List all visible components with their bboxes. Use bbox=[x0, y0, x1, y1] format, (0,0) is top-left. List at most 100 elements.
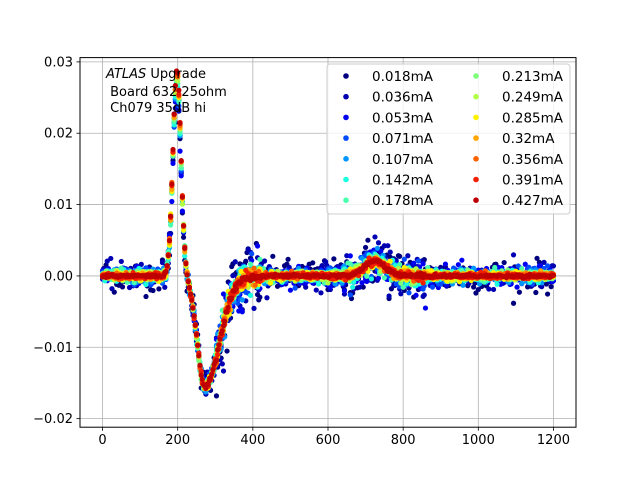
data-point bbox=[239, 297, 245, 303]
data-point bbox=[170, 160, 176, 166]
data-point bbox=[213, 393, 220, 399]
data-point bbox=[175, 78, 181, 84]
data-point bbox=[486, 286, 492, 292]
data-point bbox=[168, 222, 174, 228]
data-point bbox=[401, 256, 407, 262]
data-point bbox=[232, 259, 238, 265]
data-point bbox=[397, 253, 403, 259]
data-point bbox=[176, 103, 182, 109]
data-point bbox=[413, 292, 419, 298]
data-point bbox=[169, 186, 175, 193]
data-point bbox=[539, 284, 545, 290]
data-point bbox=[118, 258, 124, 265]
data-point bbox=[438, 281, 444, 287]
data-point bbox=[381, 275, 387, 281]
data-point bbox=[347, 253, 353, 259]
data-point bbox=[514, 284, 520, 290]
data-point bbox=[442, 261, 449, 267]
data-point bbox=[366, 255, 372, 261]
data-point bbox=[285, 256, 291, 262]
data-point bbox=[239, 309, 245, 315]
data-point bbox=[143, 281, 149, 288]
data-point bbox=[406, 290, 412, 296]
data-point bbox=[481, 279, 487, 285]
data-point bbox=[400, 284, 406, 290]
data-point bbox=[162, 284, 168, 290]
data-point bbox=[456, 279, 463, 285]
data-point bbox=[350, 284, 356, 290]
data-point bbox=[365, 237, 371, 243]
data-point bbox=[534, 255, 540, 261]
data-point bbox=[510, 252, 517, 258]
data-point bbox=[533, 289, 539, 296]
data-point bbox=[364, 273, 370, 279]
data-point bbox=[215, 351, 221, 358]
data-point bbox=[247, 261, 254, 267]
data-point bbox=[252, 282, 258, 288]
data-point bbox=[372, 234, 378, 240]
data-point bbox=[108, 255, 114, 262]
data-point bbox=[249, 251, 255, 257]
data-point bbox=[368, 276, 375, 282]
data-point bbox=[219, 361, 225, 367]
data-point bbox=[490, 286, 497, 293]
data-point bbox=[415, 258, 422, 264]
data-point bbox=[176, 108, 182, 114]
data-point bbox=[420, 280, 426, 286]
data-point bbox=[455, 262, 461, 268]
data-point bbox=[541, 259, 547, 265]
data-point bbox=[420, 261, 426, 267]
data-point bbox=[364, 278, 370, 284]
data-point bbox=[310, 260, 316, 266]
data-point bbox=[292, 285, 298, 291]
data-point bbox=[247, 292, 254, 299]
data-point bbox=[411, 260, 417, 266]
data-point bbox=[331, 256, 337, 262]
data-point bbox=[143, 265, 149, 271]
data-point bbox=[385, 243, 391, 249]
data-point bbox=[537, 263, 544, 269]
data-point bbox=[156, 286, 162, 292]
data-point bbox=[119, 284, 126, 290]
data-point bbox=[178, 173, 184, 179]
data-point bbox=[362, 244, 369, 251]
data-point bbox=[492, 264, 498, 271]
data-point bbox=[270, 253, 276, 259]
data-point bbox=[257, 294, 263, 300]
data-point bbox=[375, 275, 382, 281]
data-point bbox=[519, 280, 525, 287]
data-point bbox=[220, 291, 227, 297]
data-point bbox=[104, 258, 110, 264]
data-point bbox=[351, 279, 357, 285]
data-point bbox=[515, 263, 521, 269]
data-point bbox=[501, 259, 507, 266]
data-point bbox=[397, 261, 403, 268]
data-point bbox=[378, 248, 384, 254]
data-point bbox=[510, 300, 517, 306]
data-point bbox=[118, 265, 124, 271]
data-point bbox=[471, 284, 477, 290]
data-point bbox=[544, 263, 551, 269]
data-point bbox=[251, 305, 257, 311]
data-point bbox=[387, 258, 393, 264]
data-point bbox=[319, 263, 325, 269]
data-point bbox=[522, 261, 528, 267]
data-point bbox=[375, 240, 382, 246]
data-point bbox=[143, 293, 149, 300]
data-point bbox=[198, 368, 204, 374]
data-point bbox=[386, 293, 392, 299]
data-point bbox=[220, 368, 227, 374]
data-point bbox=[374, 245, 380, 251]
data-point bbox=[131, 280, 137, 286]
data-point bbox=[138, 261, 144, 267]
data-point bbox=[224, 348, 230, 354]
data-point bbox=[176, 91, 182, 97]
data-point bbox=[179, 208, 185, 214]
data-point bbox=[254, 243, 261, 249]
data-point bbox=[257, 256, 263, 262]
data-point bbox=[287, 287, 294, 293]
data-point bbox=[182, 253, 188, 259]
data-point bbox=[313, 287, 319, 293]
data-point bbox=[421, 292, 427, 298]
